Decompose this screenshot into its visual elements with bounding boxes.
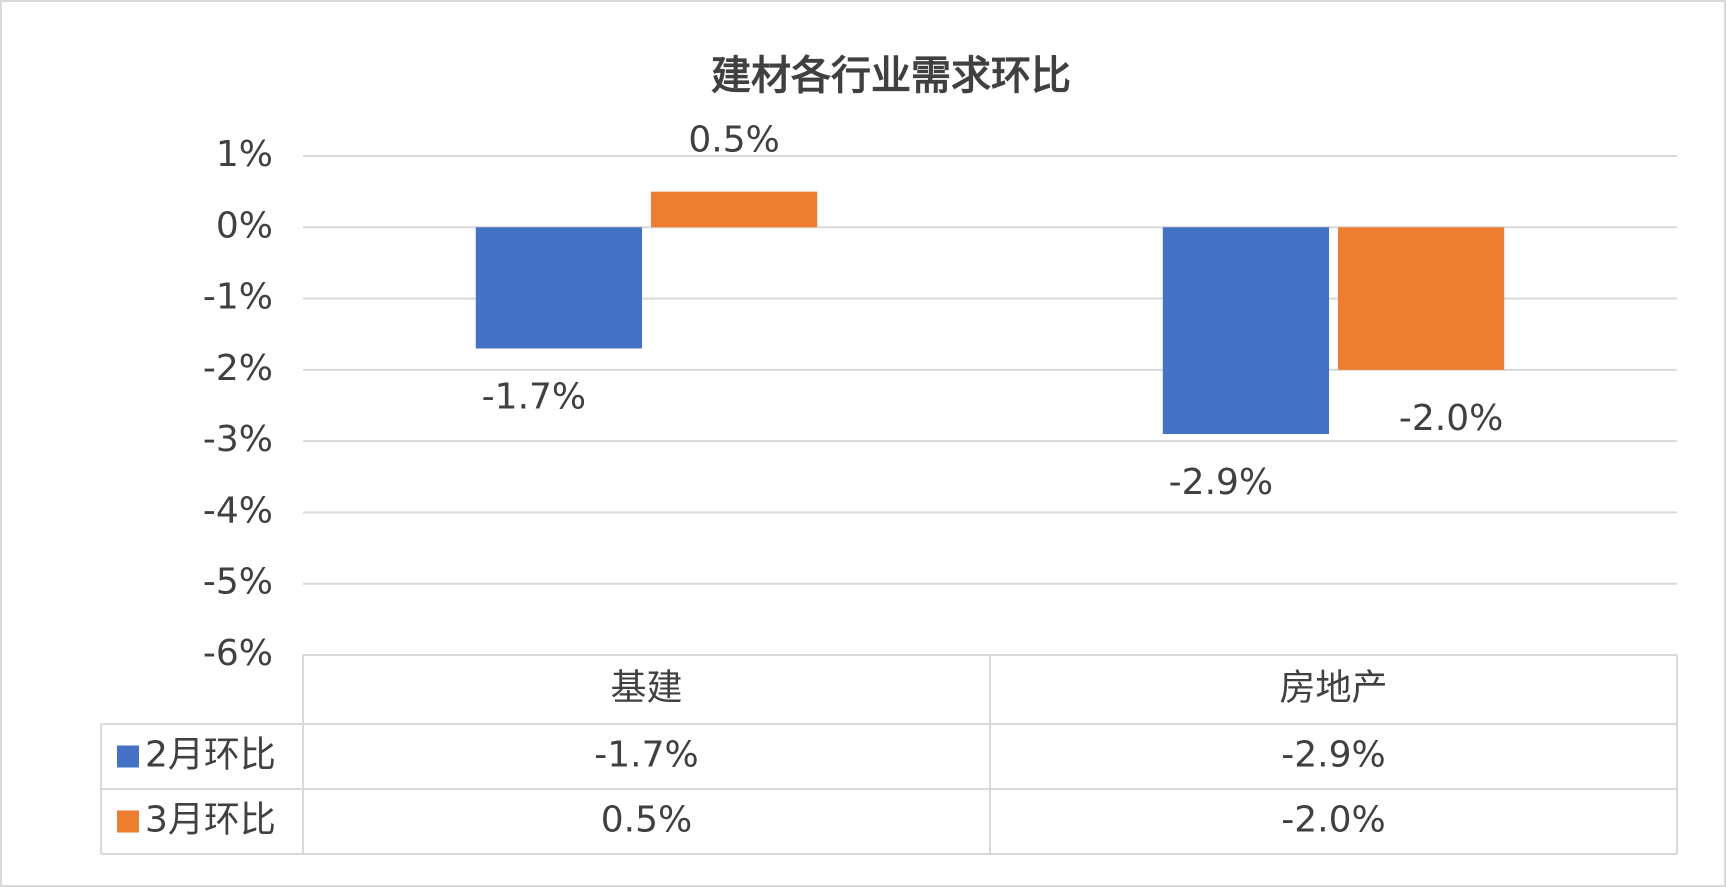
table-cell: -2.0%: [1281, 800, 1385, 841]
table-cell: -1.7%: [594, 735, 698, 776]
data-label: -1.7%: [482, 376, 586, 417]
bar: [1162, 227, 1330, 435]
bar: [1337, 227, 1505, 370]
chart-title: 建材各行业需求环比: [711, 53, 1071, 99]
table-cell: -2.9%: [1281, 735, 1385, 776]
table-cell: 0.5%: [601, 800, 692, 841]
y-tick-label: -1%: [203, 277, 273, 318]
x-tick-label: 房地产: [1279, 668, 1387, 709]
y-tick-label: -2%: [203, 348, 273, 389]
x-tick-label: 基建: [610, 668, 682, 709]
y-tick-label: 0%: [216, 205, 273, 246]
legend-label: 2月环比: [145, 735, 276, 776]
y-tick-label: -6%: [203, 633, 273, 674]
data-label: -2.0%: [1399, 398, 1503, 439]
y-tick-label: 1%: [216, 134, 273, 175]
bar: [475, 227, 643, 349]
y-tick-label: -3%: [203, 419, 273, 460]
data-label: -2.9%: [1169, 462, 1273, 503]
y-tick-label: -4%: [203, 490, 273, 531]
y-tick-label: -5%: [203, 562, 273, 603]
legend-key: [117, 810, 139, 833]
data-label: 0.5%: [688, 120, 779, 161]
bar: [650, 191, 818, 228]
legend-label: 3月环比: [145, 800, 276, 841]
legend-key: [117, 745, 139, 768]
